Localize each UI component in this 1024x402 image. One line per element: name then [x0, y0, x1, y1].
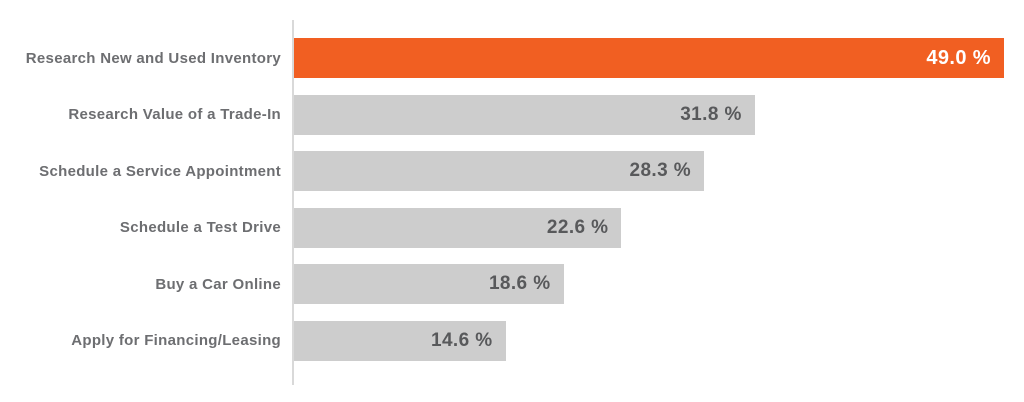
chart-row: Buy a Car Online 18.6 % — [0, 256, 1024, 313]
chart-row: Schedule a Test Drive 22.6 % — [0, 200, 1024, 257]
bar-value-label: 22.6 % — [546, 216, 609, 238]
category-label: Research New and Used Inventory — [25, 49, 281, 67]
category-label: Research Value of a Trade-In — [68, 106, 281, 124]
bar-area: 14.6 % — [294, 320, 1024, 361]
bar: 22.6 % — [294, 207, 622, 248]
bar-area: 22.6 % — [294, 207, 1024, 248]
bar: 28.3 % — [294, 151, 705, 192]
bar: 49.0 % — [294, 38, 1004, 79]
bar-area: 28.3 % — [294, 151, 1024, 192]
chart-rows: Research New and Used Inventory 49.0 % R… — [0, 30, 1024, 369]
category-label: Schedule a Service Appointment — [39, 162, 281, 180]
bar-area: 49.0 % — [294, 38, 1024, 79]
bar-area: 31.8 % — [294, 94, 1024, 135]
bar-value-label: 28.3 % — [629, 160, 692, 182]
bar: 18.6 % — [294, 264, 564, 305]
bar-value-label: 31.8 % — [680, 103, 742, 125]
bar: 14.6 % — [294, 320, 506, 361]
bar-area: 18.6 % — [294, 264, 1024, 305]
y-axis-line — [292, 20, 294, 385]
category-label: Schedule a Test Drive — [119, 219, 281, 237]
chart-row: Apply for Financing/Leasing 14.6 % — [0, 313, 1024, 370]
chart-row: Research Value of a Trade-In 31.8 % — [0, 87, 1024, 144]
chart-row: Research New and Used Inventory 49.0 % — [0, 30, 1024, 87]
bar: 31.8 % — [294, 94, 755, 135]
chart-row: Schedule a Service Appointment 28.3 % — [0, 143, 1024, 200]
category-label: Buy a Car Online — [155, 275, 281, 293]
bar-value-label: 14.6 % — [430, 329, 493, 351]
bar-value-label: 18.6 % — [488, 273, 551, 295]
category-label: Apply for Financing/Leasing — [71, 332, 281, 350]
bar-value-label: 49.0 % — [926, 46, 991, 69]
